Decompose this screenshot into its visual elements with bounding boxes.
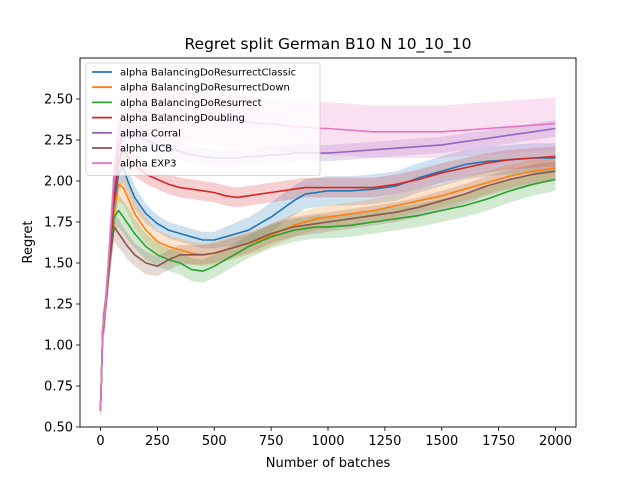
x-tick-label: 500 [202, 434, 227, 449]
legend-label-alpha-exp3: alpha EXP3 [120, 159, 176, 170]
band-alpha-ucb [100, 161, 556, 419]
x-tick-label: 250 [145, 434, 170, 449]
band-alpha-balancingdoresurrect [100, 167, 556, 419]
x-tick-label: 2000 [539, 434, 572, 449]
x-tick-label: 1750 [482, 434, 515, 449]
y-tick-label: 1.25 [44, 298, 73, 313]
x-tick-label: 1500 [425, 434, 458, 449]
x-axis: 0 250 500 750 1000 1250 1500 1750 2000 [96, 427, 572, 449]
y-tick-label: 2.00 [44, 175, 73, 190]
y-tick-label: 1.50 [44, 257, 73, 272]
series-line-alpha-ucb [99, 170, 556, 411]
x-axis-label: Number of batches [266, 456, 391, 471]
legend-label-alpha-balancingdoresurrectdown: alpha BalancingDoResurrectDown [120, 83, 290, 94]
y-tick-label: 2.25 [44, 134, 73, 149]
legend-box [85, 62, 321, 176]
y-axis: 0.50 0.75 1.00 1.25 1.50 1.75 2.00 2.25 2.50 [44, 93, 80, 436]
legend-label-alpha-ucb: alpha UCB [120, 144, 172, 155]
legend-label-alpha-balancingdoresurrectclassic: alpha BalancingDoResurrectClassic [120, 68, 296, 79]
y-tick-label: 1.75 [44, 216, 73, 231]
y-tick-label: 0.50 [44, 421, 73, 436]
series-line-alpha-balancingdoresurrect [99, 178, 556, 411]
band-alpha-balancingdoresurrectdown [100, 156, 556, 419]
legend: alpha BalancingDoResurrectClassic alpha B… [85, 62, 321, 176]
y-axis-label: Regret [21, 221, 36, 264]
band-alpha-balancingdoresurrectclassic [100, 143, 556, 419]
y-tick-label: 2.50 [44, 93, 73, 108]
y-tick-label: 1.00 [44, 339, 73, 354]
y-tick-label: 0.75 [44, 380, 73, 395]
legend-label-alpha-balancingdoubling: alpha BalancingDoubling [120, 113, 245, 124]
x-tick-label: 750 [259, 434, 284, 449]
x-tick-label: 0 [96, 434, 104, 449]
chart-title: Regret split German B10 N 10_10_10 [184, 35, 471, 54]
legend-label-alpha-balancingdoresurrect: alpha BalancingDoResurrect [120, 98, 262, 109]
x-tick-label: 1250 [368, 434, 401, 449]
legend-label-alpha-corral: alpha Corral [120, 128, 181, 139]
x-tick-label: 1000 [311, 434, 344, 449]
